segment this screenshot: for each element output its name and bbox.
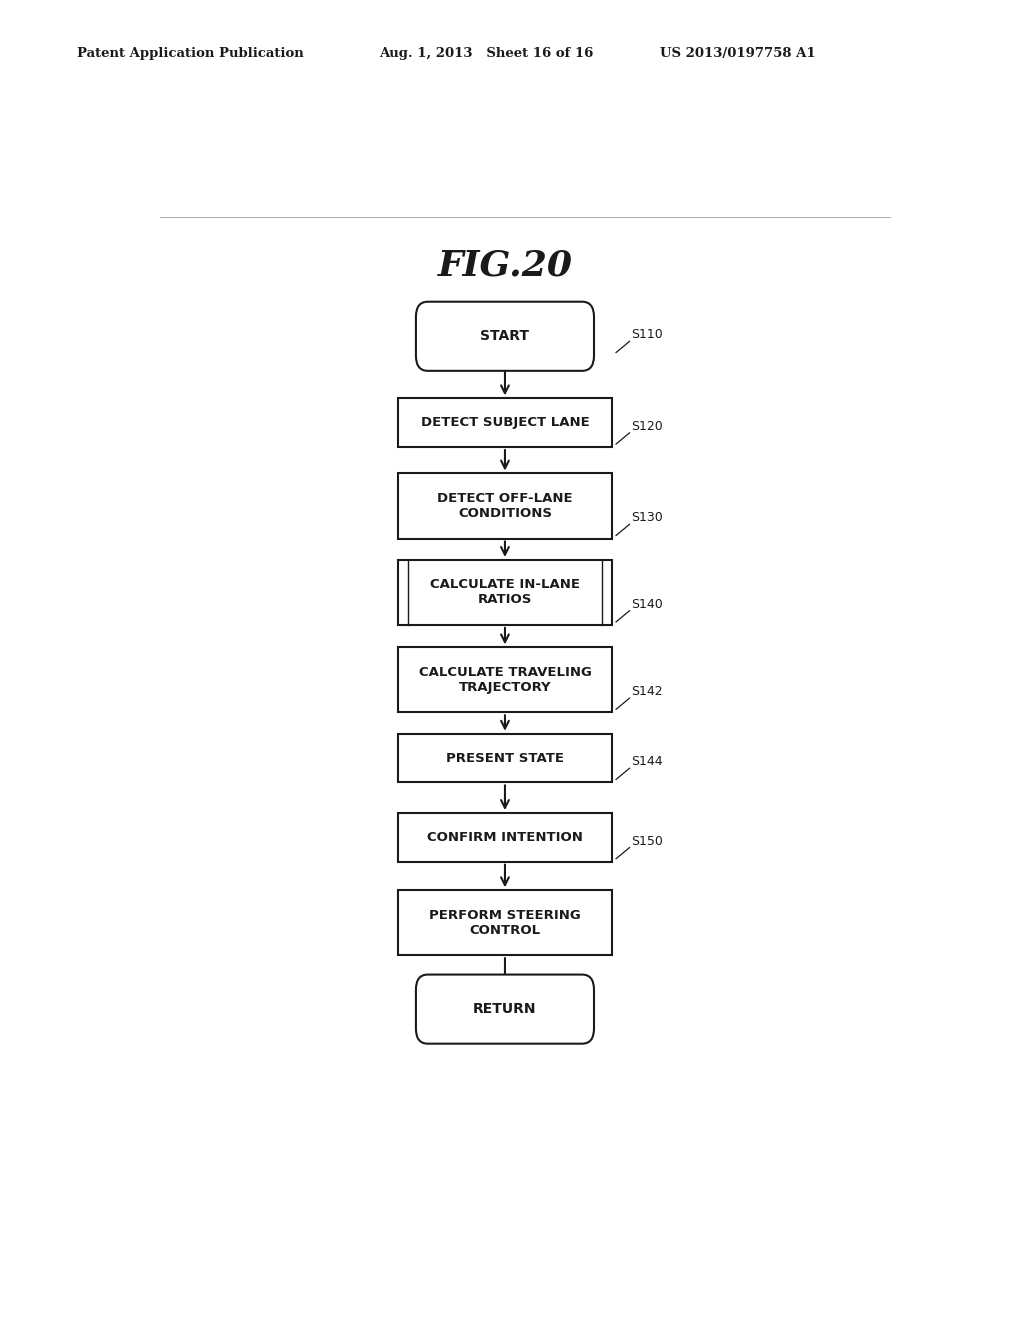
Text: RETURN: RETURN [473,1002,537,1016]
Text: DETECT OFF-LANE
CONDITIONS: DETECT OFF-LANE CONDITIONS [437,492,572,520]
Bar [397,813,612,862]
Bar [397,890,612,956]
Bar [397,474,612,539]
Text: S120: S120 [631,420,663,433]
Text: DETECT SUBJECT LANE: DETECT SUBJECT LANE [421,416,590,429]
FancyBboxPatch shape [416,974,594,1044]
FancyBboxPatch shape [416,302,594,371]
Bar [397,647,612,713]
Text: CALCULATE IN-LANE
RATIOS: CALCULATE IN-LANE RATIOS [430,578,580,606]
Text: START: START [480,329,529,343]
Bar [397,560,612,624]
Text: S142: S142 [631,685,663,698]
Text: S110: S110 [631,329,663,342]
Text: FIG.20: FIG.20 [437,248,572,282]
Text: S150: S150 [631,834,663,847]
Text: CALCULATE TRAVELING
TRAJECTORY: CALCULATE TRAVELING TRAJECTORY [419,665,592,694]
Text: Aug. 1, 2013   Sheet 16 of 16: Aug. 1, 2013 Sheet 16 of 16 [379,46,593,59]
Text: CONFIRM INTENTION: CONFIRM INTENTION [427,830,583,843]
Text: PRESENT STATE: PRESENT STATE [446,751,564,764]
Text: Patent Application Publication: Patent Application Publication [77,46,303,59]
Text: S130: S130 [631,511,663,524]
Text: S140: S140 [631,598,663,611]
Text: US 2013/0197758 A1: US 2013/0197758 A1 [660,46,816,59]
Bar [397,734,612,783]
Bar [397,399,612,447]
Text: S144: S144 [631,755,663,768]
Text: PERFORM STEERING
CONTROL: PERFORM STEERING CONTROL [429,908,581,937]
